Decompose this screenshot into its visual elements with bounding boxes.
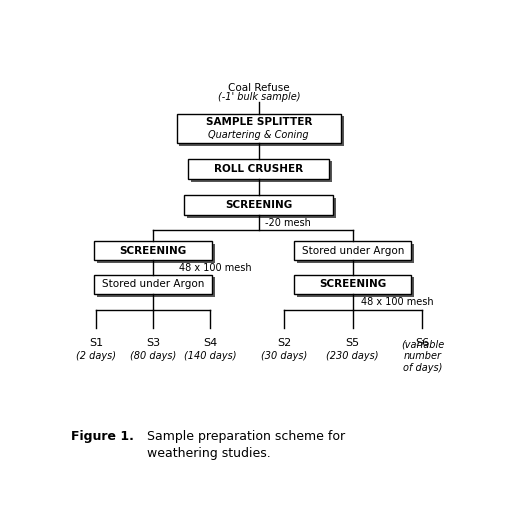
Bar (179, 116, 344, 145)
Text: (30 days): (30 days) (261, 351, 308, 361)
Text: Quartering & Coning: Quartering & Coning (209, 130, 309, 140)
Bar (187, 198, 336, 218)
Bar (94, 241, 212, 260)
Text: (80 days): (80 days) (130, 351, 176, 361)
Text: Sample preparation scheme for
weathering studies.: Sample preparation scheme for weathering… (147, 431, 345, 461)
Bar (97, 244, 215, 264)
Bar (177, 113, 341, 143)
Text: Stored under Argon: Stored under Argon (102, 279, 205, 289)
Text: S4: S4 (203, 338, 217, 348)
Text: S5: S5 (346, 338, 360, 348)
Text: SCREENING: SCREENING (225, 200, 292, 210)
Text: 48 x 100 mesh: 48 x 100 mesh (179, 263, 251, 273)
Bar (188, 159, 329, 179)
Text: S6: S6 (415, 338, 429, 348)
Text: -20 mesh: -20 mesh (265, 218, 311, 228)
Bar (294, 241, 412, 260)
Text: ROLL CRUSHER: ROLL CRUSHER (214, 164, 304, 174)
Bar (97, 278, 215, 297)
Text: SCREENING: SCREENING (319, 279, 386, 289)
Text: Coal Refuse: Coal Refuse (228, 83, 290, 93)
Text: SAMPLE SPLITTER: SAMPLE SPLITTER (206, 118, 312, 128)
Text: (variable
number
of days): (variable number of days) (401, 339, 444, 373)
Text: SCREENING: SCREENING (120, 246, 187, 256)
Text: S2: S2 (277, 338, 291, 348)
Text: S1: S1 (89, 338, 104, 348)
Text: (230 days): (230 days) (327, 351, 379, 361)
Bar (297, 244, 414, 264)
Text: Stored under Argon: Stored under Argon (301, 246, 404, 256)
Text: (140 days): (140 days) (184, 351, 236, 361)
Text: Figure 1.: Figure 1. (71, 431, 134, 444)
Bar (191, 161, 332, 182)
Bar (294, 275, 412, 294)
Text: (-1' bulk sample): (-1' bulk sample) (218, 92, 300, 102)
Bar (184, 195, 333, 216)
Bar (94, 275, 212, 294)
Text: S3: S3 (146, 338, 160, 348)
Bar (297, 278, 414, 297)
Text: (2 days): (2 days) (76, 351, 116, 361)
Text: 48 x 100 mesh: 48 x 100 mesh (361, 297, 433, 307)
